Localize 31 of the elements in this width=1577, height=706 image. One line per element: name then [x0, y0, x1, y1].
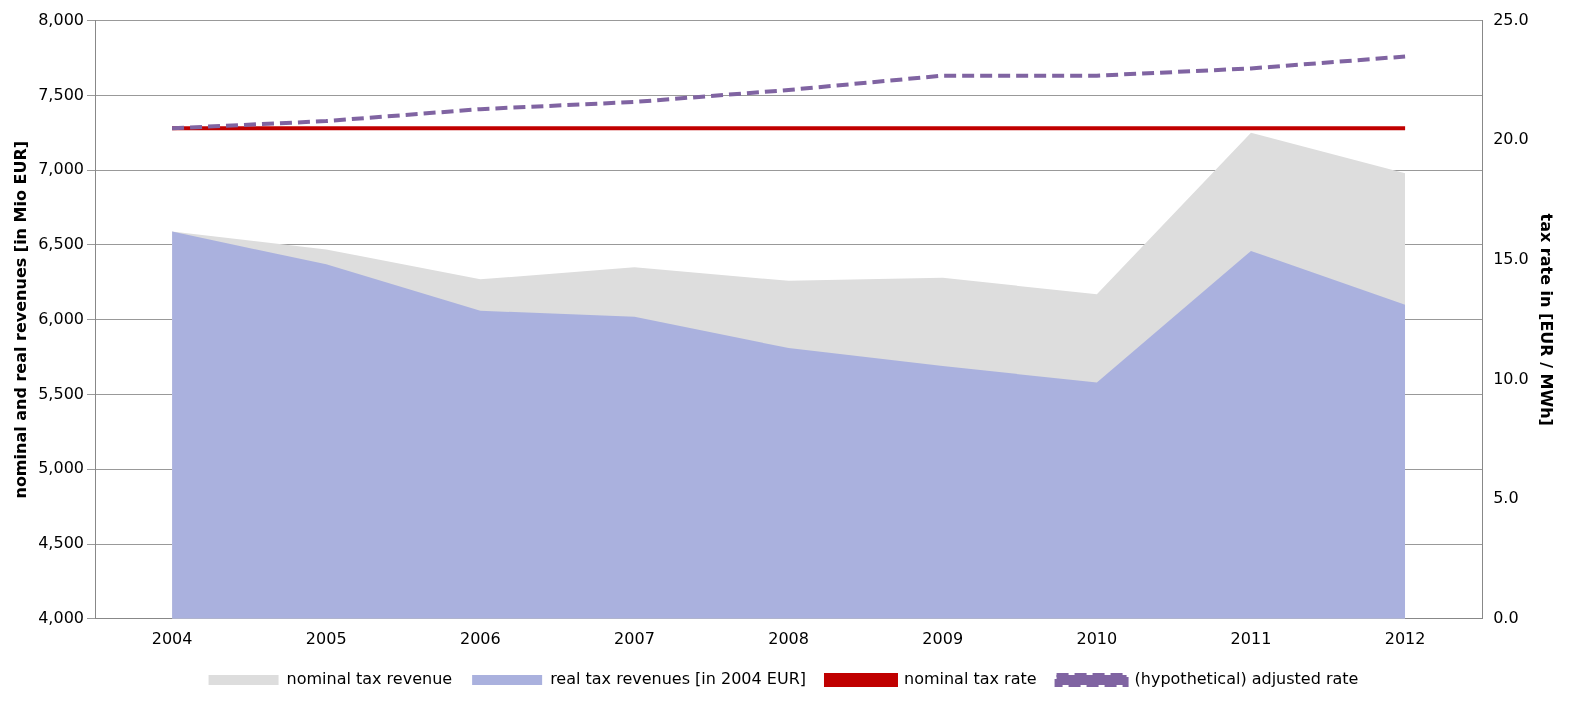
x-tick-label: 2004 — [151, 628, 193, 648]
x-tick-label: 2012 — [1384, 628, 1426, 648]
y-tick-label: 5,500 — [38, 383, 84, 403]
y-axis-title: nominal and real revenues [in Mio EUR] — [10, 140, 30, 499]
y2-tick-label: 25.0 — [1493, 9, 1529, 29]
x-tick-label: 2008 — [768, 628, 809, 648]
y-tick-label: 6,500 — [38, 234, 84, 254]
y-tick-label: 4,000 — [38, 607, 84, 627]
y2-tick-label: 0.0 — [1493, 607, 1519, 627]
y2-axis-title: tax rate in [EUR / MWh] — [1537, 213, 1557, 426]
y-tick-label: 4,500 — [38, 533, 84, 553]
y-tick-label: 8,000 — [38, 9, 84, 29]
y-tick-label: 6,000 — [38, 308, 84, 328]
legend-label: nominal tax rate — [903, 669, 1037, 689]
x-tick-label: 2005 — [305, 628, 347, 648]
y-tick-label: 7,500 — [38, 84, 84, 104]
legend-label: (hypothetical) adjusted rate — [1134, 669, 1359, 689]
y2-tick-label: 10.0 — [1493, 368, 1529, 388]
y-tick-label: 5,000 — [38, 458, 84, 478]
y2-tick-label: 5.0 — [1493, 488, 1519, 508]
x-tick-label: 2007 — [614, 628, 655, 648]
legend-label: real tax revenues [in 2004 EUR] — [550, 669, 806, 689]
x-tick-label: 2006 — [459, 628, 501, 648]
x-tick-label: 2009 — [922, 628, 964, 648]
line-series — [170, 54, 1408, 131]
y2-tick-label: 20.0 — [1493, 129, 1529, 149]
legend-label: nominal tax revenue — [286, 669, 453, 689]
y2-tick-label: 15.0 — [1493, 249, 1529, 269]
y-tick-label: 7,000 — [38, 159, 84, 179]
x-tick-label: 2010 — [1076, 628, 1118, 648]
x-tick-label: 2011 — [1230, 628, 1272, 648]
